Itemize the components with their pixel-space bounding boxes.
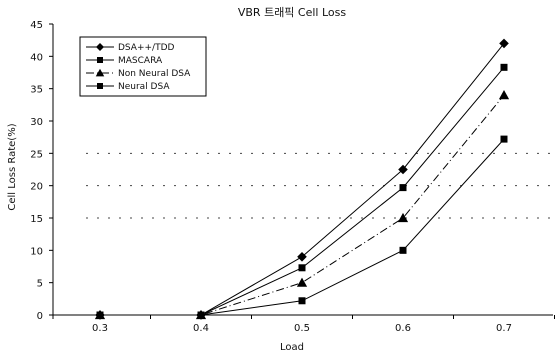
data-point-square — [399, 246, 407, 254]
data-point-triangle — [498, 90, 510, 100]
data-point-square — [298, 264, 306, 272]
data-point-square — [399, 184, 407, 192]
y-tick-label: 25 — [30, 149, 43, 160]
x-tick-label: 0.5 — [294, 323, 310, 334]
legend-label: Neural DSA — [118, 82, 170, 92]
x-tick-label: 0.3 — [92, 323, 108, 334]
x-axis-label: Load — [280, 342, 304, 353]
legend-label: DSA++/TDD — [118, 43, 175, 53]
data-point-square — [500, 135, 508, 143]
y-tick-labels: 0 5 10 15 20 25 30 35 40 45 — [30, 20, 53, 322]
series-neural-dsa — [96, 135, 508, 319]
series-lines — [94, 38, 510, 320]
data-point-diamond — [297, 252, 307, 262]
y-tick-label: 30 — [30, 117, 43, 128]
y-axis-label: Cell Loss Rate(%) — [7, 123, 18, 210]
y-tick-label: 0 — [37, 311, 43, 322]
data-point-square — [500, 63, 508, 71]
x-tick-label: 0.4 — [193, 323, 209, 334]
data-point-square — [197, 311, 205, 319]
data-point-square — [298, 297, 306, 305]
x-tick-label: 0.6 — [395, 323, 411, 334]
data-point-triangle — [296, 277, 308, 287]
y-tick-label: 20 — [30, 182, 43, 193]
data-point-diamond — [499, 38, 509, 49]
legend-label: MASCARA — [118, 56, 163, 66]
chart-title: VBR 트래픽 Cell Loss — [238, 6, 347, 19]
y-tick-label: 40 — [30, 52, 43, 63]
series-non-neural-dsa — [94, 90, 510, 320]
series-line — [100, 138, 505, 316]
legend-label: Non Neural DSA — [118, 69, 191, 79]
y-tick-label: 5 — [37, 279, 43, 290]
y-tick-label: 45 — [30, 20, 43, 31]
x-tick-labels: 0.3 0.4 0.5 0.6 0.7 — [52, 315, 555, 334]
data-point-diamond — [96, 43, 104, 51]
data-point-square — [97, 83, 103, 89]
y-tick-label: 35 — [30, 85, 43, 96]
legend: DSA++/TDD MASCARA Non Neural DSA Neural DSA — [79, 36, 207, 97]
data-point-diamond — [398, 164, 408, 175]
y-tick-label: 15 — [30, 214, 43, 225]
data-point-triangle — [95, 68, 105, 77]
gridlines — [86, 152, 553, 219]
data-point-triangle — [397, 212, 409, 223]
data-point-square — [97, 57, 103, 63]
x-tick-label: 0.7 — [496, 323, 512, 334]
data-point-square — [96, 311, 104, 319]
y-tick-label: 10 — [30, 246, 43, 257]
